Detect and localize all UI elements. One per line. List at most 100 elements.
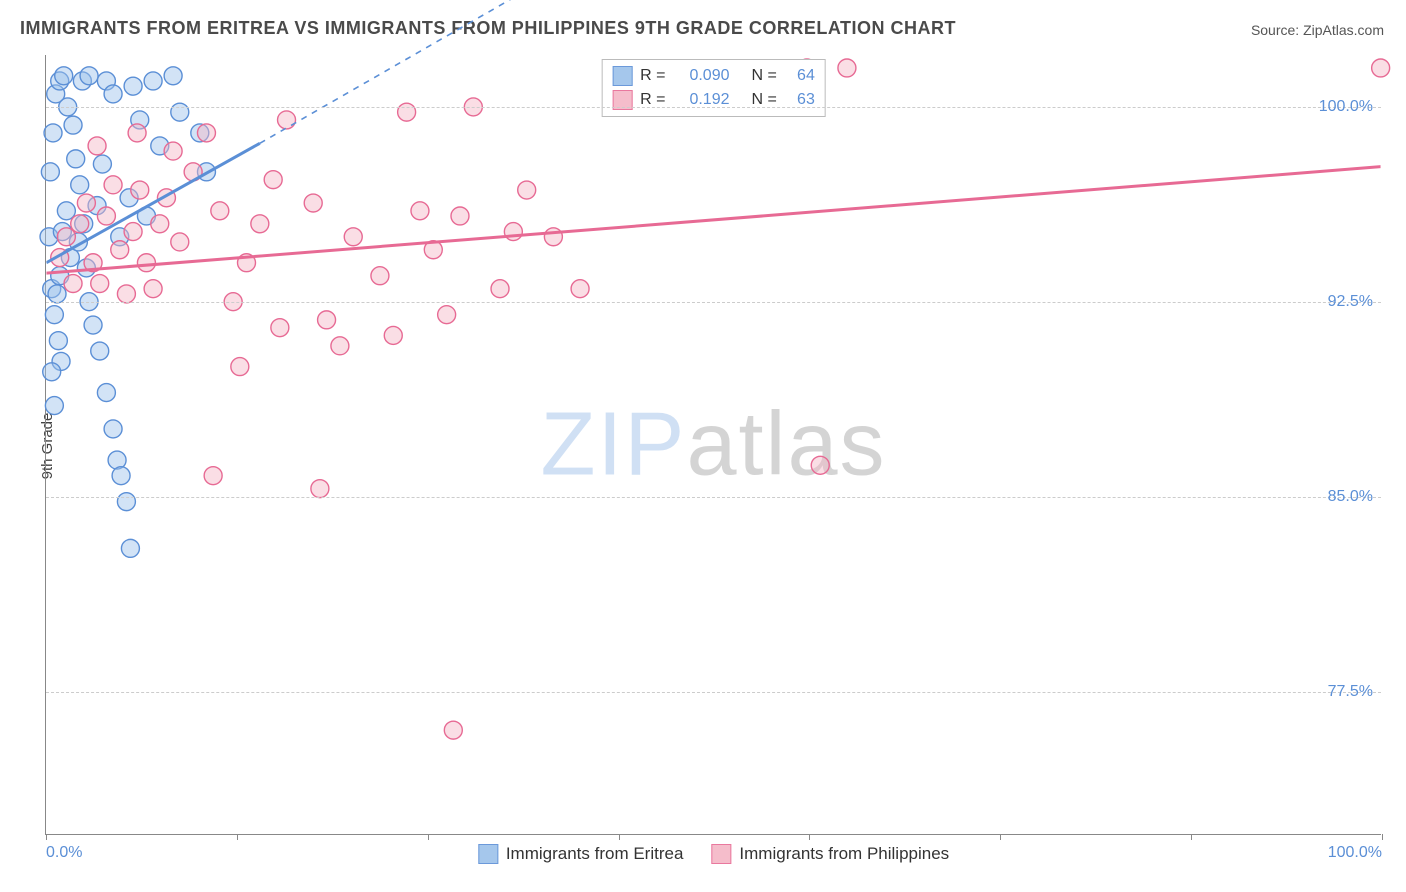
x-tick-mark (237, 834, 238, 840)
gridline (46, 692, 1381, 693)
scatter-point (204, 467, 222, 485)
x-label-right: 100.0% (1328, 844, 1382, 862)
scatter-point (251, 215, 269, 233)
legend-n-label: N = (752, 67, 777, 85)
legend-top-row: R = 0.090 N = 64 (612, 64, 815, 88)
legend-r-label: R = (640, 67, 665, 85)
scatter-point (164, 67, 182, 85)
scatter-point (197, 124, 215, 142)
scatter-point (45, 397, 63, 415)
scatter-point (57, 228, 75, 246)
scatter-point (271, 319, 289, 337)
y-tick-label: 77.5% (1328, 683, 1373, 701)
scatter-point (80, 67, 98, 85)
scatter-point (811, 456, 829, 474)
scatter-point (398, 103, 416, 121)
scatter-point (451, 207, 469, 225)
scatter-point (128, 124, 146, 142)
scatter-point (111, 241, 129, 259)
scatter-point (544, 228, 562, 246)
scatter-point (88, 137, 106, 155)
legend-swatch (612, 66, 632, 86)
scatter-point (44, 124, 62, 142)
x-tick-mark (1000, 834, 1001, 840)
x-tick-mark (1191, 834, 1192, 840)
scatter-point (137, 254, 155, 272)
scatter-point (67, 150, 85, 168)
scatter-point (144, 280, 162, 298)
scatter-point (48, 285, 66, 303)
source-label: Source: ZipAtlas.com (1251, 22, 1384, 38)
scatter-point (518, 181, 536, 199)
legend-n-value: 64 (785, 67, 815, 85)
x-tick-mark (46, 834, 47, 840)
scatter-point (64, 275, 82, 293)
scatter-point (93, 155, 111, 173)
scatter-point (64, 116, 82, 134)
scatter-point (104, 85, 122, 103)
scatter-point (91, 342, 109, 360)
scatter-point (97, 207, 115, 225)
scatter-point (571, 280, 589, 298)
legend-bottom-label: Immigrants from Philippines (739, 844, 949, 864)
scatter-point (838, 59, 856, 77)
scatter-point (151, 215, 169, 233)
scatter-point (124, 77, 142, 95)
gridline (46, 107, 1381, 108)
legend-r-value: 0.090 (674, 67, 730, 85)
scatter-point (97, 384, 115, 402)
scatter-point (491, 280, 509, 298)
legend-swatch (478, 844, 498, 864)
scatter-point (171, 103, 189, 121)
legend-bottom-item: Immigrants from Philippines (711, 844, 949, 864)
scatter-point (57, 202, 75, 220)
chart-title: IMMIGRANTS FROM ERITREA VS IMMIGRANTS FR… (20, 18, 956, 39)
plot-area: ZIPatlas R =0.090N =64R =0.192N =63 Immi… (45, 55, 1381, 835)
x-tick-mark (428, 834, 429, 840)
gridline (46, 302, 1381, 303)
scatter-point (117, 285, 135, 303)
y-tick-label: 100.0% (1319, 98, 1373, 116)
scatter-point (411, 202, 429, 220)
series (51, 59, 1390, 739)
scatter-point (384, 326, 402, 344)
series (40, 67, 215, 558)
x-tick-mark (619, 834, 620, 840)
legend-swatch (711, 844, 731, 864)
x-tick-mark (1382, 834, 1383, 840)
y-tick-label: 85.0% (1328, 488, 1373, 506)
scatter-point (71, 215, 89, 233)
scatter-point (49, 332, 67, 350)
chart-svg (46, 55, 1381, 834)
scatter-point (344, 228, 362, 246)
scatter-point (71, 176, 89, 194)
scatter-point (117, 493, 135, 511)
scatter-point (444, 721, 462, 739)
legend-top-row: R =0.192N =63 (612, 88, 815, 112)
scatter-point (144, 72, 162, 90)
scatter-point (331, 337, 349, 355)
scatter-point (121, 539, 139, 557)
scatter-point (112, 467, 130, 485)
trend-line (46, 167, 1380, 273)
gridline (46, 497, 1381, 498)
scatter-point (171, 233, 189, 251)
scatter-point (304, 194, 322, 212)
scatter-point (104, 420, 122, 438)
scatter-point (278, 111, 296, 129)
scatter-point (164, 142, 182, 160)
scatter-point (55, 67, 73, 85)
scatter-point (43, 363, 61, 381)
scatter-point (311, 480, 329, 498)
scatter-point (438, 306, 456, 324)
legend-bottom-label: Immigrants from Eritrea (506, 844, 684, 864)
scatter-point (84, 316, 102, 334)
scatter-point (104, 176, 122, 194)
scatter-point (41, 163, 59, 181)
scatter-point (371, 267, 389, 285)
scatter-point (77, 194, 95, 212)
legend-bottom: Immigrants from Eritrea Immigrants from P… (478, 844, 949, 864)
scatter-point (1372, 59, 1390, 77)
legend-top: R = 0.090 N = 64 R =0.192N =63 (601, 59, 826, 117)
x-tick-mark (809, 834, 810, 840)
